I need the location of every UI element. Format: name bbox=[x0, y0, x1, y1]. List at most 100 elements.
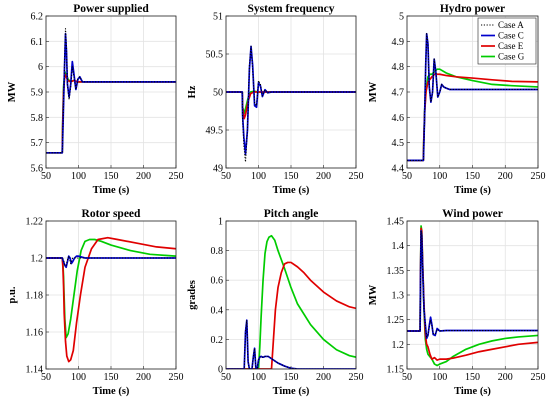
x-tick-label: 50 bbox=[41, 372, 51, 383]
series-case-e bbox=[46, 236, 176, 363]
x-tick-label: 100 bbox=[71, 372, 86, 383]
axes-box bbox=[225, 15, 357, 169]
y-tick-label: 50 bbox=[213, 88, 223, 99]
y-tick-label: 51 bbox=[213, 12, 223, 23]
x-tick-label: 50 bbox=[402, 372, 412, 383]
x-tick-label: 150 bbox=[104, 171, 119, 182]
x-tick-label: 100 bbox=[251, 372, 266, 383]
y-tick-label: 5.8 bbox=[31, 113, 44, 124]
x-tick-label: 150 bbox=[284, 372, 299, 383]
x-axis-label: Time (s) bbox=[273, 185, 310, 196]
x-axis-label: Time (s) bbox=[454, 386, 491, 397]
y-tick-label: 1.14 bbox=[26, 365, 44, 376]
x-axis-label: Time (s) bbox=[93, 185, 130, 196]
x-tick-label: 50 bbox=[41, 171, 51, 182]
y-tick-label: 49.5 bbox=[206, 126, 224, 137]
x-tick-label: 250 bbox=[169, 372, 184, 383]
y-tick-label: 1.16 bbox=[26, 328, 44, 339]
series-case-a bbox=[407, 230, 538, 338]
x-tick-label: 200 bbox=[316, 171, 331, 182]
x-tick-label: 200 bbox=[136, 372, 151, 383]
y-axis-label: Hz bbox=[187, 85, 198, 98]
y-tick-label: 4.5 bbox=[392, 138, 405, 149]
x-tick-label: 200 bbox=[316, 372, 331, 383]
x-tick-label: 250 bbox=[169, 171, 184, 182]
x-axis-label: Time (s) bbox=[273, 386, 310, 397]
x-tick-label: 200 bbox=[498, 372, 513, 383]
y-axis-label: MW bbox=[7, 81, 18, 102]
axes-box bbox=[45, 220, 177, 370]
y-tick-label: 4.7 bbox=[392, 88, 405, 99]
y-tick-label: 0.2 bbox=[211, 335, 224, 346]
y-axis-label: p.u. bbox=[7, 286, 18, 303]
y-tick-label: 1.2 bbox=[31, 254, 44, 265]
chart-panel-1: 50 100 150 200 250 5.6 5.7 5.8 5.9 6 6.1 6.2 Power s… bbox=[7, 3, 184, 196]
x-tick-label: 100 bbox=[432, 171, 447, 182]
x-tick-label: 250 bbox=[349, 171, 364, 182]
y-tick-label: 1.45 bbox=[387, 217, 405, 228]
legend-label: Case A bbox=[498, 20, 524, 30]
x-tick-label: 150 bbox=[104, 372, 119, 383]
series-case-e bbox=[407, 227, 538, 361]
y-tick-label: 6.1 bbox=[31, 37, 44, 48]
y-tick-label: 1.4 bbox=[392, 241, 405, 252]
y-tick-label: 1.18 bbox=[26, 291, 44, 302]
y-tick-label: 4.8 bbox=[392, 62, 405, 73]
y-axis-label: grades bbox=[187, 280, 198, 310]
x-tick-label: 250 bbox=[531, 372, 546, 383]
axes-box bbox=[45, 15, 177, 169]
x-tick-label: 150 bbox=[284, 171, 299, 182]
y-tick-label: 5.9 bbox=[31, 88, 44, 99]
chart-panel-4: 50 100 150 200 250 1.14 1.16 1.18 1.2 1.22 Rotor s… bbox=[7, 208, 184, 397]
series-case-c bbox=[46, 32, 176, 154]
y-tick-label: 4.6 bbox=[392, 113, 405, 124]
y-tick-label: 49 bbox=[213, 164, 223, 175]
x-tick-label: 200 bbox=[136, 171, 151, 182]
legend-label: Case G bbox=[498, 52, 525, 62]
y-tick-label: 0.4 bbox=[211, 305, 224, 316]
y-tick-label: 1.2 bbox=[392, 340, 405, 351]
y-tick-label: 5 bbox=[399, 12, 404, 23]
x-tick-label: 200 bbox=[498, 171, 513, 182]
y-tick-label: 5.6 bbox=[31, 164, 44, 175]
x-tick-label: 100 bbox=[251, 171, 266, 182]
y-tick-label: 6.2 bbox=[31, 12, 44, 23]
y-tick-label: 4.4 bbox=[392, 164, 405, 175]
series-case-a bbox=[226, 45, 356, 163]
series-case-a bbox=[407, 33, 538, 161]
y-tick-label: 0 bbox=[218, 365, 223, 376]
series-case-g bbox=[226, 234, 356, 369]
legend-label: Case C bbox=[498, 31, 524, 41]
chart-panel-2: 50 100 150 200 250 49 49.5 50 50.5 51 System frequ… bbox=[187, 3, 364, 196]
axes-box bbox=[406, 15, 539, 169]
y-tick-label: 1.15 bbox=[387, 365, 405, 376]
x-tick-label: 50 bbox=[402, 171, 412, 182]
y-tick-label: 6 bbox=[38, 62, 43, 73]
y-tick-label: 0.6 bbox=[211, 276, 224, 287]
chart-title: Wind power bbox=[442, 208, 503, 220]
chart-title: Rotor speed bbox=[82, 208, 141, 220]
chart-panel-6: 50 100 150 200 250 1.15 1.2 1.25 1.3 1.35 1.4 1.45 W… bbox=[368, 208, 546, 397]
y-tick-label: 5.7 bbox=[31, 138, 44, 149]
y-tick-label: 1.3 bbox=[392, 291, 405, 302]
x-tick-label: 100 bbox=[71, 171, 86, 182]
chart-panel-3: 50 100 150 200 250 4.4 4.5 4.6 4.7 4.8 4.9 5 Hydro p… bbox=[368, 3, 546, 196]
chart-panel-5: 50 100 150 200 250 0 0.2 0.4 0.6 0.8 1 Pitch angle T… bbox=[187, 208, 364, 397]
legend-label: Case E bbox=[498, 41, 524, 51]
chart-title: System frequency bbox=[248, 3, 335, 15]
chart-title: Power supplied bbox=[73, 3, 149, 15]
y-axis-label: MW bbox=[368, 284, 379, 305]
y-tick-label: 1.22 bbox=[26, 217, 44, 228]
x-tick-label: 150 bbox=[465, 372, 480, 383]
x-tick-label: 150 bbox=[465, 171, 480, 182]
x-tick-label: 250 bbox=[531, 171, 546, 182]
axes-box bbox=[406, 220, 539, 370]
series-case-c bbox=[226, 319, 356, 369]
x-tick-label: 100 bbox=[432, 372, 447, 383]
y-tick-label: 1 bbox=[218, 217, 223, 228]
y-tick-label: 50.5 bbox=[206, 50, 224, 61]
x-tick-label: 50 bbox=[221, 372, 231, 383]
y-tick-label: 4.9 bbox=[392, 37, 405, 48]
